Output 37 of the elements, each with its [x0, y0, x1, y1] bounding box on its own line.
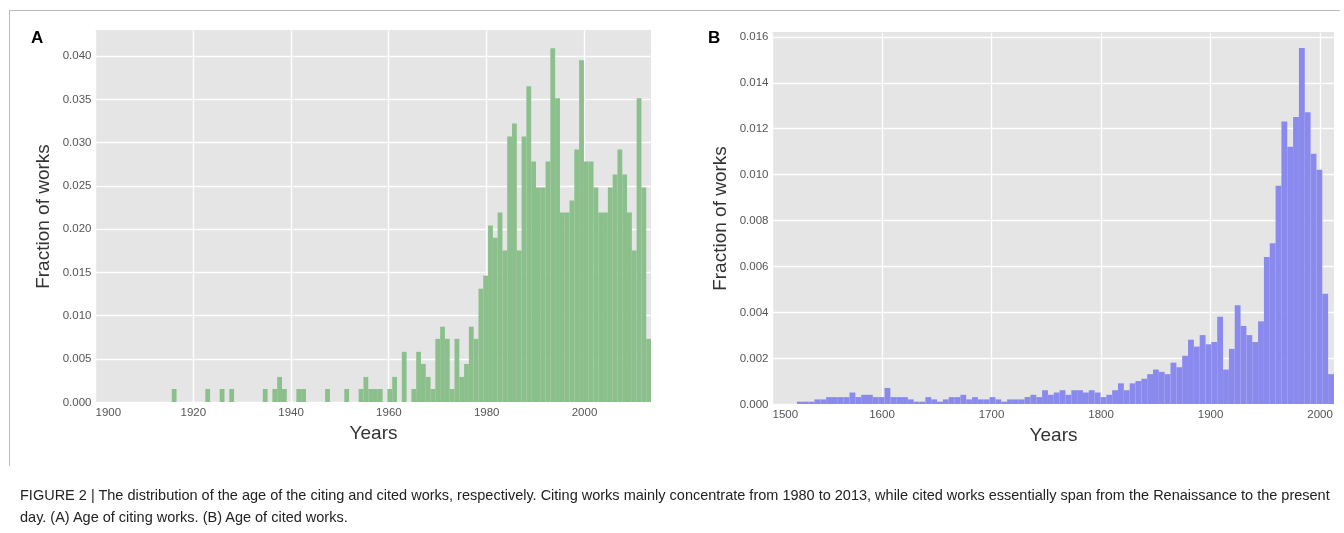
y-axis-title: Fraction of works: [31, 144, 53, 289]
y-tick-label: 0.004: [739, 305, 770, 318]
y-tick-label: 0.025: [62, 179, 92, 192]
x-tick-label: 1900: [95, 405, 122, 418]
y-tick-label: 0.008: [739, 213, 769, 226]
y-tick-label: 0.030: [62, 135, 92, 148]
y-tick-label: 0.000: [739, 397, 769, 410]
x-tick-label: 2000: [571, 405, 598, 418]
y-tick-label: 0.015: [62, 265, 92, 278]
y-tick-label: 0.010: [739, 167, 769, 180]
x-axis-title: Years: [1029, 424, 1078, 445]
y-tick-label: 0.006: [739, 259, 769, 272]
x-tick-label: 1980: [473, 405, 500, 418]
y-tick-label: 0.040: [62, 49, 92, 62]
caption: FIGURE 2 | The distribution of the age of the citing and cited works, respectively. Citing works mainly concentrate from 1980 to 2013, while cited works essentially span from the Renaissance to the present day. (A) Age of citing works. (B) Age of cited works.: [20, 486, 1330, 527]
y-tick-label: 0.020: [62, 222, 92, 235]
text: B: [708, 28, 721, 48]
y-tick-label: 0.016: [739, 30, 769, 43]
x-tick-label: 1500: [772, 407, 799, 420]
text: A: [31, 28, 44, 48]
y-tick-label: 0.000: [62, 395, 92, 408]
y-tick-label: 0.012: [739, 121, 769, 134]
x-tick-label: 1900: [1197, 407, 1224, 420]
y-tick-label: 0.014: [739, 76, 770, 89]
x-tick-label: 1800: [1088, 407, 1114, 420]
y-axis-title: Fraction of works: [708, 146, 730, 291]
x-axis-title: Years: [349, 422, 398, 443]
x-tick-label: 1940: [278, 405, 304, 418]
x-tick-label: 2000: [1307, 407, 1333, 420]
x-tick-label: 1700: [978, 407, 1005, 420]
y-tick-label: 0.002: [739, 351, 769, 364]
y-tick-label: 0.010: [62, 308, 92, 321]
y-tick-label: 0.005: [62, 352, 92, 365]
y-tick-label: 0.035: [62, 92, 92, 105]
x-tick-label: 1600: [869, 407, 895, 420]
x-tick-label: 1920: [180, 405, 207, 418]
x-tick-label: 1960: [376, 405, 402, 418]
